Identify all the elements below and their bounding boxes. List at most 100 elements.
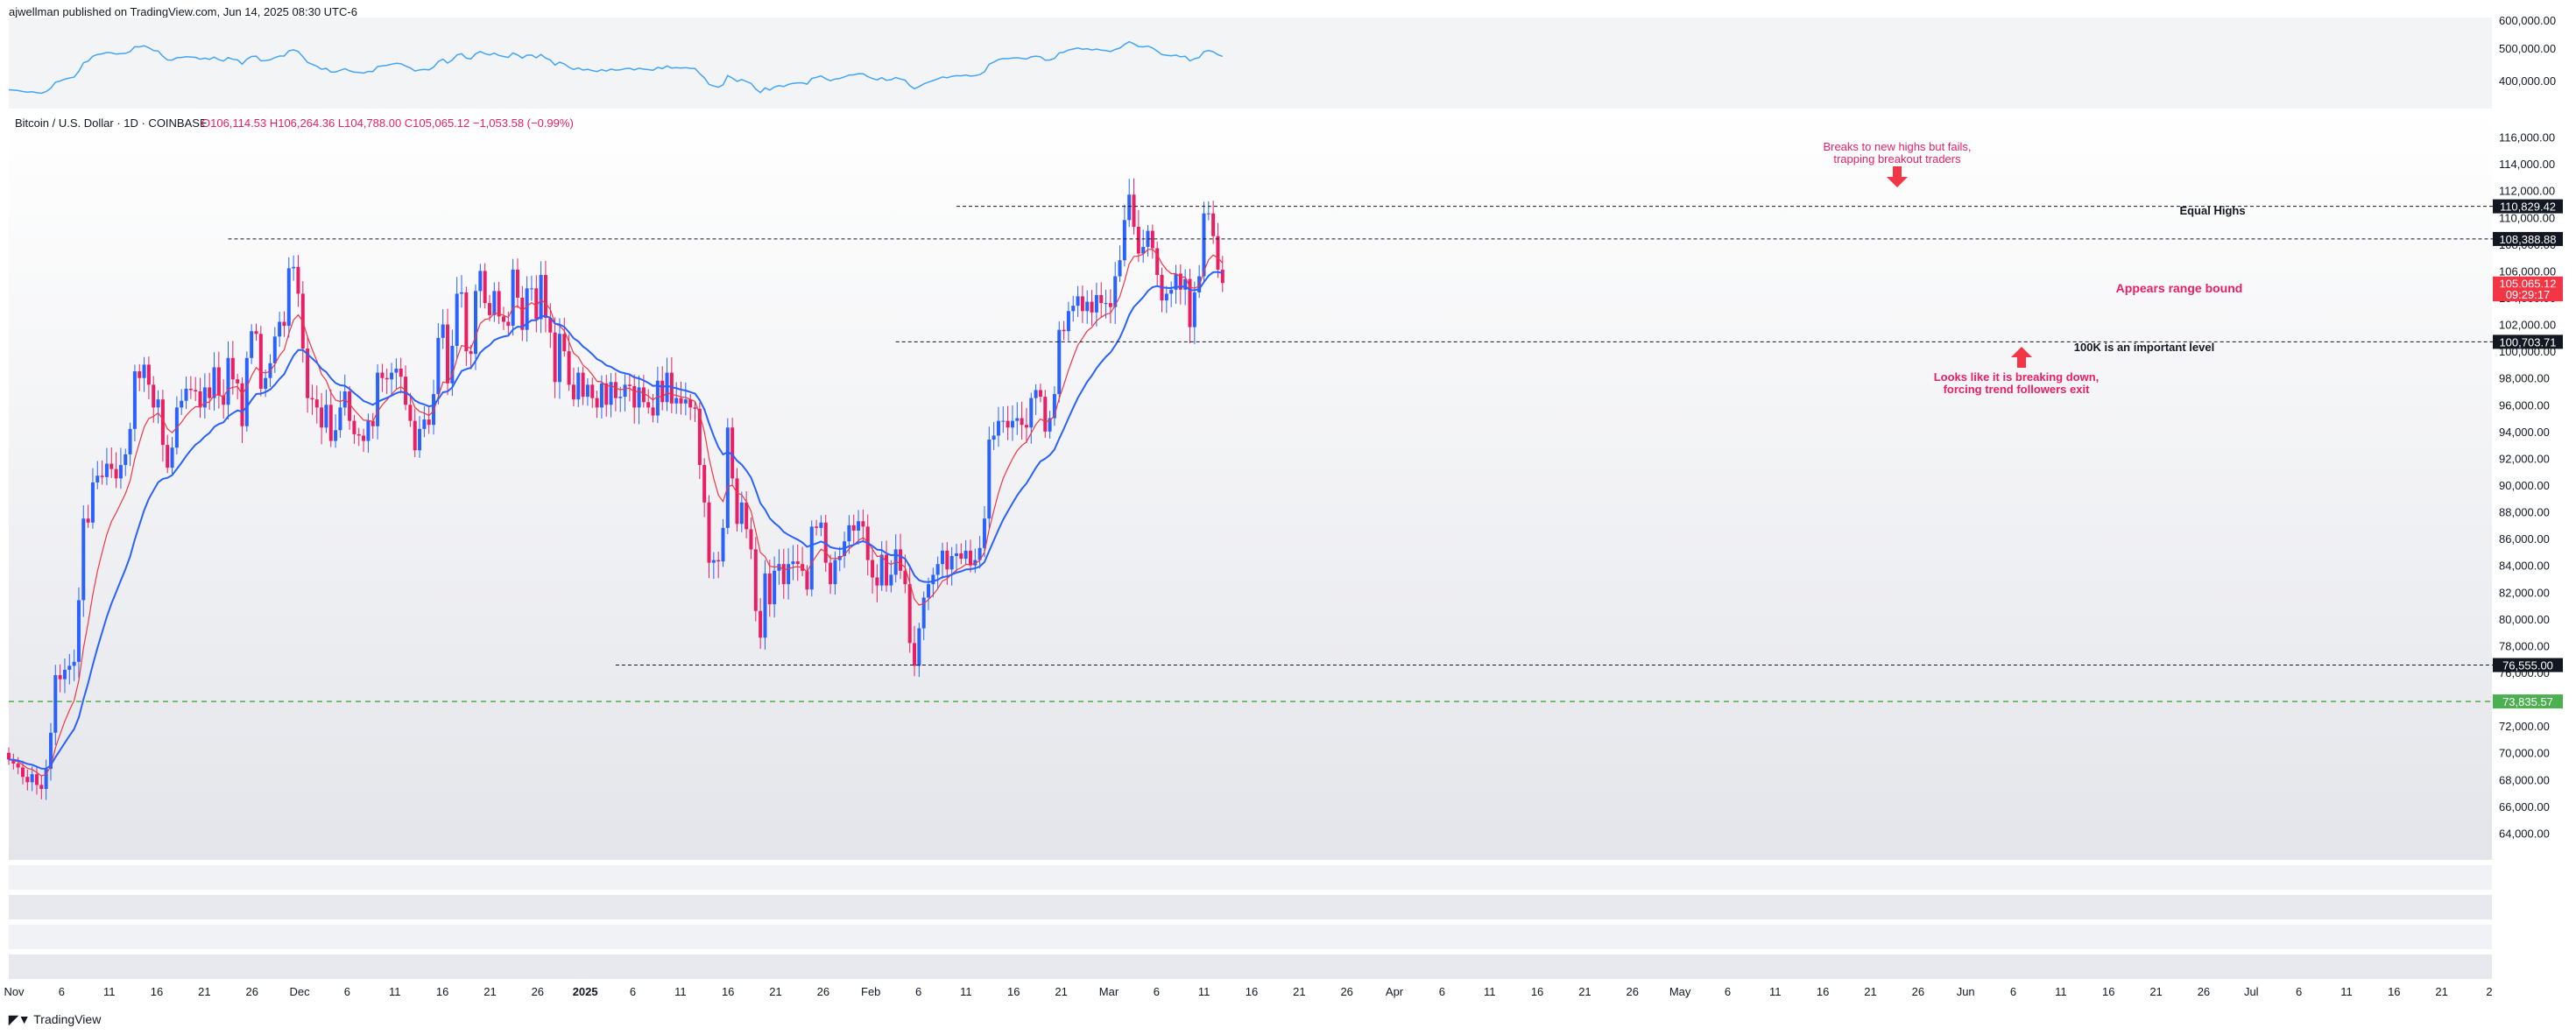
x-tick-label: Apr (1386, 985, 1404, 998)
tradingview-logo-icon: ◤▼ (9, 1012, 31, 1026)
x-tick-label: 6 (915, 985, 921, 998)
candle-body (104, 463, 109, 477)
candle-body (553, 332, 557, 383)
price-label: 09:29:17 (2506, 288, 2551, 301)
candle-body (95, 475, 100, 482)
candle-body (716, 560, 721, 562)
price-label: 100,703.71 (2499, 335, 2556, 349)
y-tick-label: 86,000.00 (2499, 532, 2550, 546)
x-tick-label: 6 (344, 985, 350, 998)
candle-body (1020, 418, 1024, 426)
candle-body (773, 570, 777, 605)
candle-body (567, 351, 571, 385)
candle-body (138, 371, 142, 378)
x-tick-label: 26 (1912, 985, 1924, 998)
candle-body (1006, 420, 1010, 428)
candle-body (885, 554, 889, 586)
candle-body (180, 400, 184, 408)
candle-body (525, 288, 529, 330)
x-tick-label: 26 (2198, 985, 2210, 998)
candle-body (515, 269, 519, 298)
y-tick-label: 92,000.00 (2499, 452, 2550, 465)
y-tick-label: 114,000.00 (2499, 158, 2555, 171)
candle-body (809, 526, 814, 590)
candle-body (222, 395, 226, 405)
candle-body (795, 561, 800, 565)
ohlc-legend: O106,114.53 H106,264.36 L104,788.00 C105… (201, 116, 574, 130)
candle-body (202, 387, 207, 408)
candle-body (1094, 294, 1098, 313)
candle-body (931, 574, 935, 585)
candle-body (1211, 213, 1216, 236)
x-tick-label: Dec (290, 985, 311, 998)
candle-body (907, 584, 912, 644)
candle-body (240, 383, 244, 426)
candle-body (278, 321, 282, 337)
ema-fast-line (8, 248, 1224, 777)
candle-body (548, 317, 553, 333)
candle-body (44, 769, 48, 789)
candle-body (954, 553, 958, 557)
candle-body (390, 372, 394, 380)
candle-body (917, 628, 921, 666)
candle-body (913, 643, 917, 666)
chart-annotation: forcing trend followers exit (1944, 383, 2091, 396)
x-tick-label: 21 (1293, 985, 1305, 998)
up-arrow-icon (2011, 347, 2032, 368)
candle-body (1076, 296, 1080, 306)
x-tick-label: 2025 (573, 985, 598, 998)
x-tick-label: 21 (1578, 985, 1591, 998)
candle-body (1174, 273, 1178, 290)
candle-body (292, 266, 296, 269)
candle-body (1188, 278, 1192, 327)
candle-body (67, 665, 72, 670)
candle-body (1169, 289, 1174, 294)
candle-body (1164, 293, 1168, 301)
y-tick-label: 106,000.00 (2499, 264, 2556, 278)
candle-body (632, 385, 637, 408)
candle-body (1034, 390, 1038, 398)
candle-body (833, 560, 837, 585)
candle-body (534, 288, 539, 320)
x-tick-label: 16 (2388, 985, 2400, 998)
candle-body (208, 387, 212, 398)
candle-body (520, 298, 525, 330)
candle-body (418, 428, 422, 451)
price-label-bg (2493, 199, 2563, 214)
candle-body (791, 561, 795, 565)
candle-body (1090, 301, 1094, 313)
candle-body (683, 399, 688, 404)
candle-body (753, 549, 758, 611)
candle-body (688, 399, 693, 408)
candle-body (777, 564, 781, 571)
candle-body (745, 502, 749, 530)
price-label-bg (2493, 231, 2563, 246)
candle-body (53, 675, 58, 733)
candle-body (735, 478, 739, 525)
tradingview-brand: ◤▼ TradingView (9, 1012, 101, 1027)
empty-pane (9, 954, 2492, 979)
y-tick-label: 78,000.00 (2499, 639, 2550, 652)
candle-body (935, 564, 940, 575)
candle-body (506, 321, 511, 327)
candle-body (385, 377, 389, 380)
candle-body (324, 405, 328, 428)
candle-body (1220, 269, 1224, 284)
x-tick-label: 16 (2102, 985, 2114, 998)
candle-body (254, 331, 258, 334)
candle-body (693, 407, 697, 409)
candle-body (142, 364, 146, 378)
tradingview-brand-label: TradingView (33, 1012, 102, 1026)
candle-body (380, 372, 385, 378)
candle-body (306, 349, 310, 398)
candle-body (679, 398, 683, 404)
candle-body (483, 271, 487, 304)
x-tick-label: 11 (2055, 985, 2067, 998)
chart-annotation: Breaks to new highs but fails, (1823, 140, 1971, 153)
candle-body (1127, 194, 1132, 221)
candle-body (1043, 397, 1048, 432)
candle-body (585, 384, 589, 398)
candle-body (861, 521, 865, 527)
candle-body (1216, 236, 1220, 270)
